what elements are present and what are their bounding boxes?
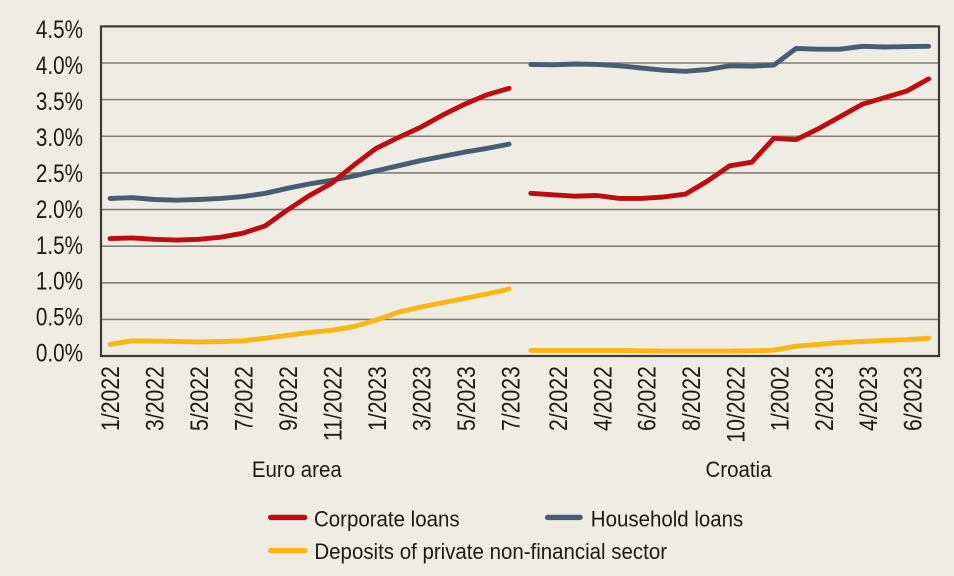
svg-text:4/2022: 4/2022 [589, 366, 617, 431]
svg-text:1/2023: 1/2023 [363, 366, 391, 431]
svg-text:1/2002: 1/2002 [766, 366, 794, 431]
svg-text:3.5%: 3.5% [36, 87, 83, 115]
svg-text:3/2023: 3/2023 [408, 366, 436, 431]
svg-text:Household loans: Household loans [591, 506, 743, 531]
svg-text:9/2022: 9/2022 [274, 366, 302, 431]
svg-text:5/2022: 5/2022 [185, 366, 213, 431]
svg-text:7/2023: 7/2023 [497, 366, 525, 431]
svg-text:1.5%: 1.5% [36, 231, 83, 259]
svg-text:5/2023: 5/2023 [452, 366, 480, 431]
svg-text:3.0%: 3.0% [36, 123, 83, 151]
svg-text:1.0%: 1.0% [36, 267, 83, 295]
svg-text:3/2022: 3/2022 [141, 366, 169, 431]
svg-text:Euro area: Euro area [252, 457, 342, 482]
svg-text:2/2023: 2/2023 [810, 366, 838, 431]
svg-text:0.0%: 0.0% [36, 339, 83, 367]
svg-text:2.0%: 2.0% [36, 195, 83, 223]
svg-text:2.5%: 2.5% [36, 159, 83, 187]
svg-text:4/2023: 4/2023 [854, 366, 882, 431]
svg-text:Corporate loans: Corporate loans [314, 506, 460, 531]
svg-text:8/2022: 8/2022 [677, 366, 705, 431]
svg-text:Croatia: Croatia [706, 457, 772, 482]
svg-text:1/2022: 1/2022 [96, 366, 124, 431]
svg-text:6/2023: 6/2023 [899, 366, 927, 431]
svg-text:10/2022: 10/2022 [722, 366, 750, 443]
svg-text:Deposits of private non-financ: Deposits of private non-financial sector [314, 539, 667, 564]
svg-text:4.0%: 4.0% [36, 51, 83, 79]
svg-text:7/2022: 7/2022 [230, 366, 258, 431]
svg-text:6/2022: 6/2022 [633, 366, 661, 431]
svg-text:11/2022: 11/2022 [319, 366, 347, 441]
svg-text:0.5%: 0.5% [36, 303, 83, 331]
svg-text:4.5%: 4.5% [36, 15, 83, 43]
svg-text:2/2022: 2/2022 [544, 366, 572, 431]
